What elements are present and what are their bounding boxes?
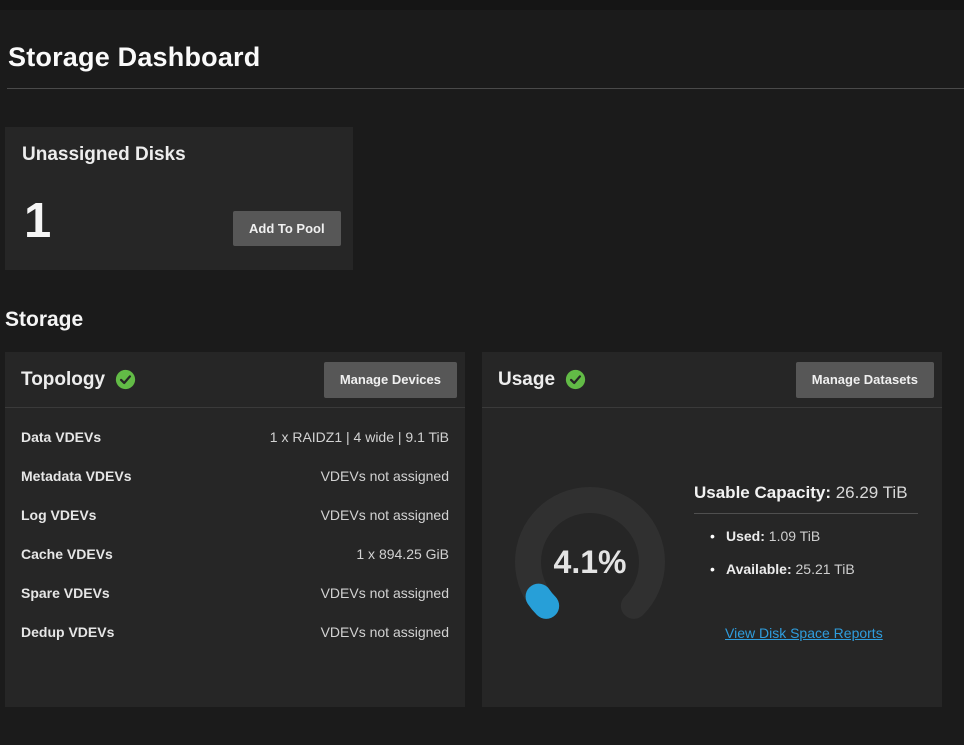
vdev-row-label: Cache VDEVs [21, 545, 113, 562]
topology-card: Topology Manage Devices Data VDEVs 1 x R… [5, 352, 465, 707]
usable-capacity-heading: Usable Capacity: 26.29 TiB [694, 482, 918, 514]
vdev-row-value: VDEVs not assigned [320, 467, 449, 484]
gauge-chart [515, 487, 665, 619]
gauge-percent-label: 4.1% [553, 543, 627, 580]
add-to-pool-button[interactable]: Add To Pool [233, 211, 341, 246]
available-list-item: Available: 25.21 TiB [694, 560, 918, 578]
unassigned-disks-card: Unassigned Disks 1 Add To Pool [5, 127, 353, 270]
vdev-row-label: Data VDEVs [21, 428, 102, 445]
vdev-row-label: Log VDEVs [21, 506, 97, 523]
vdev-row-label: Dedup VDEVs [21, 623, 115, 640]
capacity-list: Used: 1.09 TiB Available: 25.21 TiB [694, 527, 918, 578]
gauge-value-arc [525, 583, 560, 619]
top-bar [0, 0, 964, 10]
vdev-row-value: 1 x RAIDZ1 | 4 wide | 9.1 TiB [269, 428, 449, 445]
vdev-row-value: VDEVs not assigned [320, 623, 449, 640]
available-label: Available: [726, 561, 792, 577]
vdev-row-label: Spare VDEVs [21, 584, 110, 601]
topology-row: Dedup VDEVs VDEVs not assigned [21, 612, 449, 651]
topology-row: Cache VDEVs 1 x 894.25 GiB [21, 534, 449, 573]
check-circle-icon [565, 369, 586, 390]
topology-rows: Data VDEVs 1 x RAIDZ1 | 4 wide | 9.1 TiB… [5, 408, 465, 651]
vdev-row-value: VDEVs not assigned [320, 584, 449, 601]
manage-datasets-button[interactable]: Manage Datasets [795, 361, 934, 398]
usage-title: Usage [498, 368, 556, 390]
storage-section-heading: Storage [5, 308, 84, 331]
title-divider [7, 88, 964, 89]
manage-devices-button[interactable]: Manage Devices [323, 361, 457, 398]
vdev-row-value: VDEVs not assigned [320, 506, 449, 523]
unassigned-disk-count: 1 [24, 194, 52, 248]
usable-capacity-label: Usable Capacity: [694, 483, 831, 502]
view-disk-space-reports-link[interactable]: View Disk Space Reports [725, 625, 883, 641]
used-list-item: Used: 1.09 TiB [694, 527, 918, 545]
usage-body: 4.1% Usable Capacity: 26.29 TiB Used: 1.… [482, 408, 942, 706]
topology-row: Log VDEVs VDEVs not assigned [21, 495, 449, 534]
vdev-row-value: 1 x 894.25 GiB [356, 545, 449, 562]
unassigned-disks-title: Unassigned Disks [22, 144, 186, 165]
topology-title: Topology [21, 368, 106, 390]
topology-row: Metadata VDEVs VDEVs not assigned [21, 456, 449, 495]
topology-row: Spare VDEVs VDEVs not assigned [21, 573, 449, 612]
usage-card-header: Usage Manage Datasets [482, 352, 942, 408]
check-circle-icon [115, 369, 136, 390]
available-value: 25.21 TiB [791, 561, 855, 577]
used-value: 1.09 TiB [764, 528, 821, 544]
vdev-row-label: Metadata VDEVs [21, 467, 132, 484]
used-label: Used: [726, 528, 765, 544]
usage-card: Usage Manage Datasets 4.1% Usable Capaci… [482, 352, 942, 707]
capacity-block: Usable Capacity: 26.29 TiB Used: 1.09 Ti… [694, 482, 918, 643]
topology-card-header: Topology Manage Devices [5, 352, 465, 408]
usage-gauge: 4.1% [510, 482, 670, 642]
gauge-track [515, 487, 665, 619]
usable-capacity-value: 26.29 TiB [831, 483, 908, 502]
page-title: Storage Dashboard [8, 42, 261, 72]
topology-row: Data VDEVs 1 x RAIDZ1 | 4 wide | 9.1 TiB [21, 417, 449, 456]
